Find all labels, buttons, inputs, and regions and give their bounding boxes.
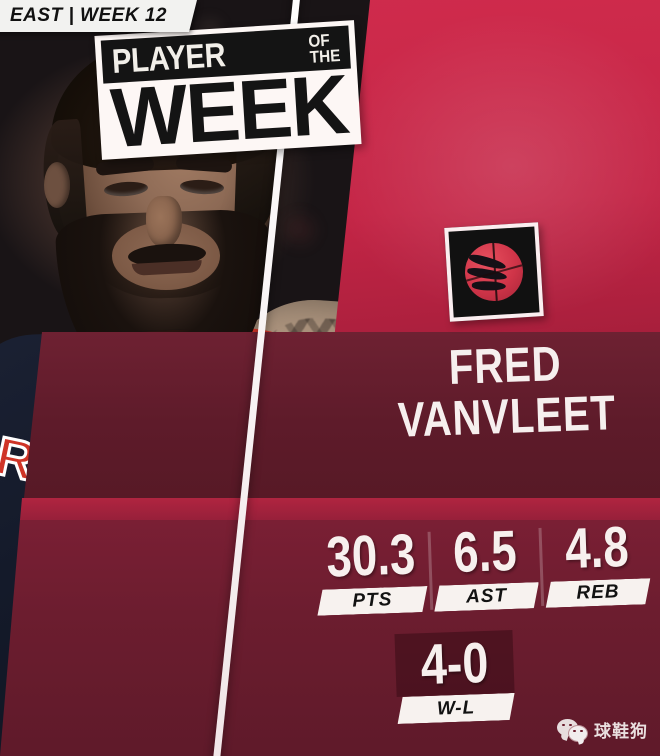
- stat-value: 6.5: [452, 518, 518, 586]
- stat-label: REB: [576, 581, 620, 604]
- wechat-dot: [569, 723, 572, 727]
- claw-mark-icon: [466, 266, 508, 282]
- stat-label-strip: REB: [545, 578, 651, 608]
- record-label: W-L: [436, 696, 476, 720]
- band-divider-strip: [20, 498, 660, 520]
- stat-label: AST: [465, 585, 508, 608]
- wechat-dot: [562, 723, 565, 727]
- stat-label-strip: AST: [433, 582, 539, 612]
- record-block: 4-0 W-L: [394, 629, 516, 724]
- player-of-the-week-title: PLAYER OF THE WEEK: [94, 20, 362, 166]
- stat-ast: 6.5 AST: [427, 518, 540, 622]
- title-week-word: WEEK: [108, 57, 351, 166]
- name-band: [24, 332, 660, 498]
- stat-pts: 30.3 PTS: [314, 522, 429, 626]
- stat-separator: [427, 531, 434, 610]
- basketball-icon: [463, 241, 525, 303]
- player-ear: [44, 162, 70, 208]
- wechat-watermark: 球鞋狗: [557, 717, 648, 742]
- toronto-raptors-logo: [444, 222, 544, 322]
- record-label-strip: W-L: [397, 693, 516, 724]
- stat-value: 30.3: [325, 522, 417, 590]
- wechat-icon: [557, 718, 588, 742]
- stats-row: 30.3 PTS 6.5 AST 4.8 REB: [314, 514, 652, 626]
- stat-separator: [538, 527, 545, 606]
- week-banner: EAST | WEEK 12: [0, 0, 197, 32]
- record-value: 4-0: [419, 630, 490, 698]
- stat-value: 4.8: [563, 514, 630, 582]
- player-name: FRED VANVLEET: [368, 337, 643, 448]
- player-nose: [146, 196, 182, 248]
- watermark-text: 球鞋狗: [594, 722, 648, 742]
- stat-label-strip: PTS: [317, 586, 429, 616]
- record-value-box: 4-0: [394, 629, 515, 698]
- player-first-name: FRED: [447, 337, 563, 395]
- claw-mark-icon: [471, 281, 506, 291]
- week-banner-text: EAST | WEEK 12: [10, 5, 167, 26]
- stat-reb: 4.8 REB: [538, 514, 652, 618]
- stats-band: [0, 520, 660, 756]
- wechat-bubble-small: [568, 724, 588, 742]
- player-last-name: VANVLEET: [397, 386, 617, 448]
- stat-label: PTS: [352, 589, 393, 612]
- wechat-dot: [580, 729, 583, 733]
- wechat-dot: [573, 729, 576, 733]
